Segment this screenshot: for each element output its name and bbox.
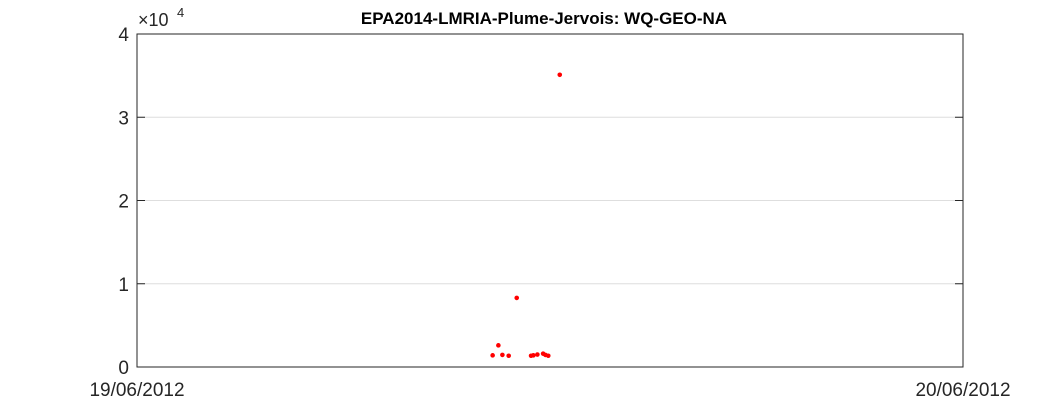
data-point (506, 353, 512, 359)
data-point (531, 353, 536, 358)
y-exponent-label: ×10 4 (138, 5, 184, 30)
grid-lines (137, 116, 963, 285)
data-point (496, 343, 501, 348)
data-point (490, 353, 495, 358)
y-exponent-power: 4 (177, 5, 184, 20)
y-tick-label: 3 (118, 108, 129, 129)
data-point (557, 72, 563, 78)
y-exponent-base: ×10 (138, 10, 169, 30)
data-points (490, 72, 563, 359)
data-point (514, 295, 520, 301)
data-point (535, 352, 540, 357)
y-tick-label: 1 (118, 275, 129, 296)
y-tick-label: 0 (118, 358, 129, 379)
chart-title: EPA2014-LMRIA-Plume-Jervois: WQ-GEO-NA (361, 9, 727, 28)
y-tick-label: 4 (118, 25, 129, 46)
x-tick-label: 20/06/2012 (915, 380, 1010, 401)
y-axis: 0 1 2 3 4 (118, 25, 963, 379)
x-tick-label: 19/06/2012 (89, 380, 184, 401)
data-point (545, 353, 551, 359)
data-point (500, 352, 505, 358)
y-tick-label: 2 (118, 192, 129, 213)
x-axis: 19/06/2012 20/06/2012 (89, 359, 1011, 401)
